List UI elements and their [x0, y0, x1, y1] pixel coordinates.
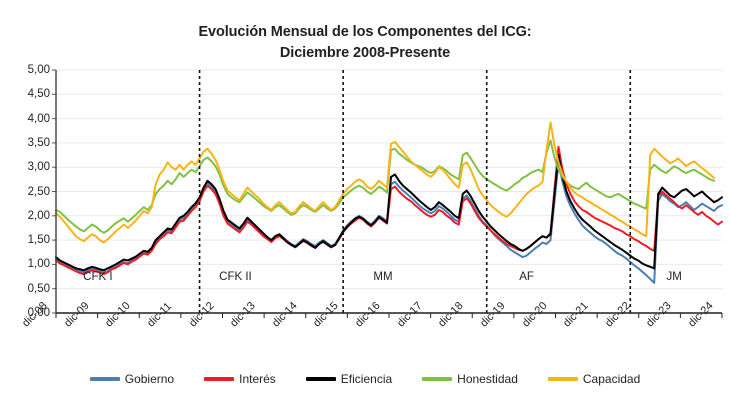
y-axis-tick-label: 1,00: [27, 258, 50, 271]
y-axis-tick-label: 3,00: [27, 161, 50, 174]
legend-item[interactable]: Honestidad: [422, 372, 518, 386]
legend-color-swatch: [547, 377, 578, 381]
y-axis-tick-label: 2,00: [27, 209, 50, 222]
chart-title-block: Evolución Mensual de los Componentes del…: [0, 22, 730, 64]
y-axis-tick-label: 0,00: [27, 307, 50, 319]
legend-item[interactable]: Gobierno: [89, 372, 175, 386]
period-label: MM: [373, 271, 393, 283]
legend-color-swatch: [89, 377, 120, 381]
legend-color-swatch: [422, 377, 453, 381]
legend-item[interactable]: Eficiencia: [305, 372, 393, 386]
y-axis-tick-label: 2,50: [27, 185, 50, 198]
period-label: JM: [666, 271, 682, 283]
legend-label: Eficiencia: [340, 372, 393, 386]
legend-item[interactable]: Capacidad: [547, 372, 641, 386]
legend-color-swatch: [204, 377, 235, 381]
legend-color-swatch: [305, 377, 336, 381]
legend-item[interactable]: Interés: [204, 372, 276, 386]
period-label: AF: [519, 271, 534, 283]
y-axis-tick-label: 4,00: [27, 112, 50, 125]
legend-label: Gobierno: [124, 372, 175, 386]
y-axis-tick-label: 0,50: [27, 282, 50, 295]
series-line-eficiencia: [55, 154, 723, 272]
series-line-honestidad: [55, 139, 716, 234]
legend-label: Honestidad: [457, 372, 518, 386]
y-axis-tick-label: 1,50: [27, 234, 50, 247]
legend-label: Interés: [239, 372, 276, 386]
y-axis-tick-label: 5,00: [27, 64, 50, 76]
chart-legend: Gobierno Interés Eficiencia Honestidad Capac…: [0, 372, 730, 386]
chart-title: Evolución Mensual de los Componentes del…: [198, 24, 532, 40]
y-axis-tick-label: 3,50: [27, 136, 50, 149]
series-line-capacidad: [55, 121, 716, 244]
period-label: CFK II: [219, 271, 252, 283]
period-label: CFK I: [83, 271, 113, 283]
y-axis-tick-label: 4,50: [27, 88, 50, 101]
legend-label: Capacidad: [582, 372, 641, 386]
chart-subtitle: Diciembre 2008-Presente: [279, 45, 451, 61]
